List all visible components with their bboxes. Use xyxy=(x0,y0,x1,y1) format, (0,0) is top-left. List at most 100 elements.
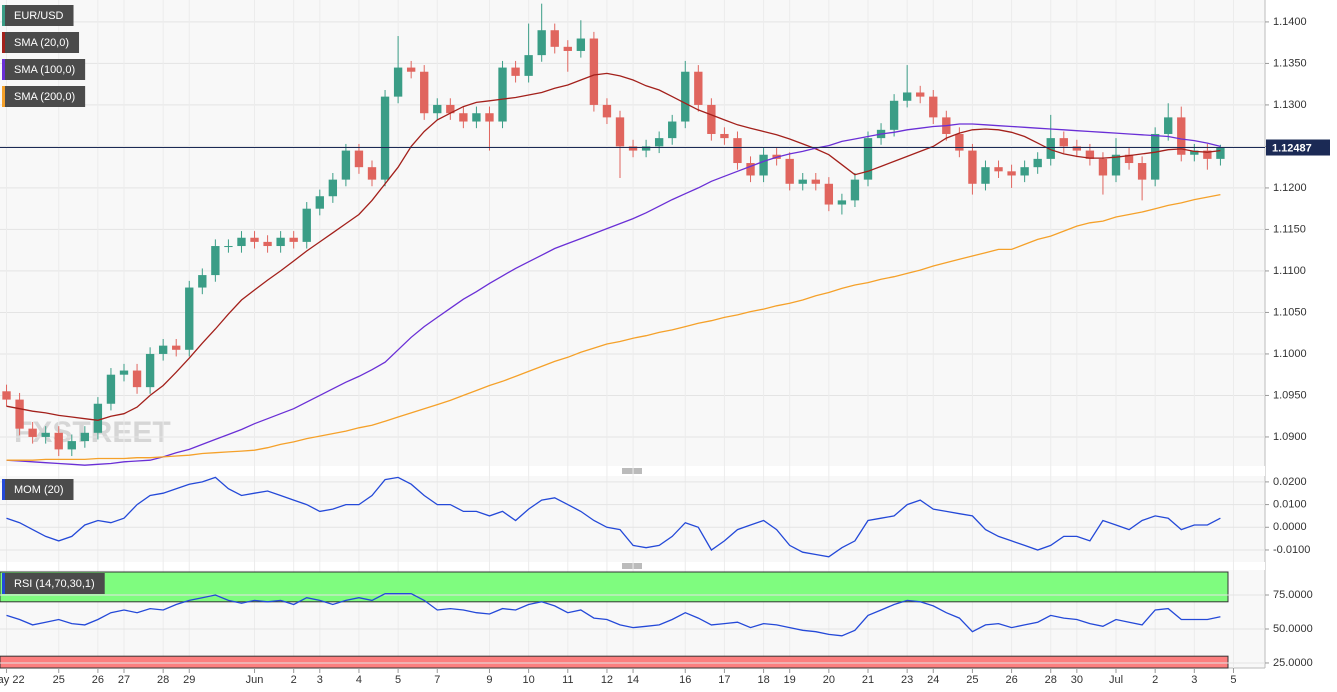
candle-body xyxy=(916,92,925,97)
candle-body xyxy=(263,241,272,247)
series-line xyxy=(6,476,1221,558)
x-tick-label: 12 xyxy=(601,674,613,686)
legend-swatch xyxy=(2,479,5,500)
legend-swatch xyxy=(2,5,5,26)
candle-body xyxy=(589,38,599,105)
candle-body xyxy=(185,287,194,350)
x-tick-label: 18 xyxy=(757,674,769,686)
x-tick-label: 7 xyxy=(434,674,440,686)
marks xyxy=(6,476,1221,558)
x-tick-label: 17 xyxy=(718,674,730,686)
grid xyxy=(0,481,1265,551)
x-tick-label: 26 xyxy=(1005,674,1017,686)
overbought-zone xyxy=(0,571,1229,603)
candle-body xyxy=(41,432,50,437)
candle-body xyxy=(955,133,964,151)
legend-item: SMA (200,0) xyxy=(2,86,86,107)
candle-body xyxy=(576,38,586,51)
candle-body xyxy=(211,246,220,276)
y-tick-label: 1.0900 xyxy=(1273,431,1307,443)
candle-body xyxy=(250,237,259,242)
x-tick-label: 28 xyxy=(157,674,169,686)
x-tick-label: 14 xyxy=(627,674,639,686)
candle-body xyxy=(759,154,768,176)
last-price-label: 1.12487 xyxy=(1272,142,1312,154)
x-tick-label: 11 xyxy=(562,674,573,686)
watermark: FXSTREET xyxy=(14,416,171,449)
candle-body xyxy=(341,150,351,180)
candle-body xyxy=(393,67,403,97)
candle-body xyxy=(798,179,807,184)
y-tick-label: 0.0200 xyxy=(1273,476,1307,488)
x-tick-label: 3 xyxy=(317,674,323,686)
candle-body xyxy=(1020,167,1029,176)
candle-body xyxy=(276,237,285,247)
candle-body xyxy=(1216,147,1225,159)
candle-body xyxy=(628,146,638,151)
x-tick-label: Jul xyxy=(1109,674,1123,686)
candle-body xyxy=(1137,163,1147,180)
x-tick-label: 16 xyxy=(679,674,691,686)
candle-body xyxy=(54,432,63,450)
candle-body xyxy=(158,345,168,354)
marks xyxy=(6,593,1221,637)
candle-body xyxy=(524,55,533,76)
candle-body xyxy=(811,179,820,184)
legend-label: EUR/USD xyxy=(14,10,64,22)
candle-body xyxy=(1190,150,1199,155)
x-tick-label: 2 xyxy=(291,674,297,686)
candle-body xyxy=(641,146,651,151)
x-tick-label: May 22 xyxy=(0,674,25,686)
candle-body xyxy=(707,104,716,134)
candle-body xyxy=(328,179,338,197)
y-tick-label: 0.0100 xyxy=(1273,498,1307,510)
candle-body xyxy=(994,167,1003,172)
candle-body xyxy=(354,150,364,168)
y-tick-label: 1.1100 xyxy=(1273,265,1306,277)
candle-body xyxy=(80,432,90,442)
y-tick-label: 1.1200 xyxy=(1273,182,1307,194)
legend-box xyxy=(2,32,80,53)
candle-body xyxy=(1072,146,1082,151)
candle-body xyxy=(1098,158,1108,176)
x-tick-label: 5 xyxy=(1230,674,1236,686)
resize-grip[interactable] xyxy=(622,468,642,569)
candle-body xyxy=(746,163,755,176)
candle-body xyxy=(733,138,742,164)
candle-body xyxy=(15,399,24,429)
candle-body xyxy=(289,237,298,242)
candle-body xyxy=(1177,117,1186,155)
y-tick-label: 1.1350 xyxy=(1273,57,1307,69)
x-tick-label: 19 xyxy=(784,674,796,686)
candle-body xyxy=(837,200,847,205)
x-tick-label: 24 xyxy=(927,674,939,686)
candle-body xyxy=(406,67,416,72)
x-tick-label: 29 xyxy=(183,674,195,686)
legend-item: SMA (100,0) xyxy=(2,59,86,80)
candle-body xyxy=(472,113,481,122)
x-tick-label: 30 xyxy=(1071,674,1083,686)
x-tick-label: 4 xyxy=(356,674,362,686)
x-tick-label: 21 xyxy=(862,674,874,686)
marks xyxy=(2,3,1225,466)
candle-body xyxy=(1059,138,1068,147)
candle-body xyxy=(132,370,142,388)
y-tick-label: 1.1150 xyxy=(1273,223,1306,235)
candle-body xyxy=(172,345,181,350)
legend-label: SMA (200,0) xyxy=(14,91,75,103)
x-tick-label: 5 xyxy=(395,674,401,686)
candle-body xyxy=(1150,133,1160,180)
candle-body xyxy=(550,30,559,47)
candle-body xyxy=(511,67,520,76)
candle-body xyxy=(485,113,494,122)
y-tick-label: 1.1000 xyxy=(1273,348,1307,360)
candle-body xyxy=(863,138,873,180)
candle-body xyxy=(902,92,912,101)
candle-body xyxy=(433,104,442,114)
candle-body xyxy=(1203,150,1212,159)
candle-body xyxy=(681,71,690,122)
candle-body xyxy=(929,96,938,118)
legend-item: EUR/USD xyxy=(2,5,74,26)
x-tick-label: 28 xyxy=(1045,674,1057,686)
legend-label: SMA (20,0) xyxy=(14,37,69,49)
